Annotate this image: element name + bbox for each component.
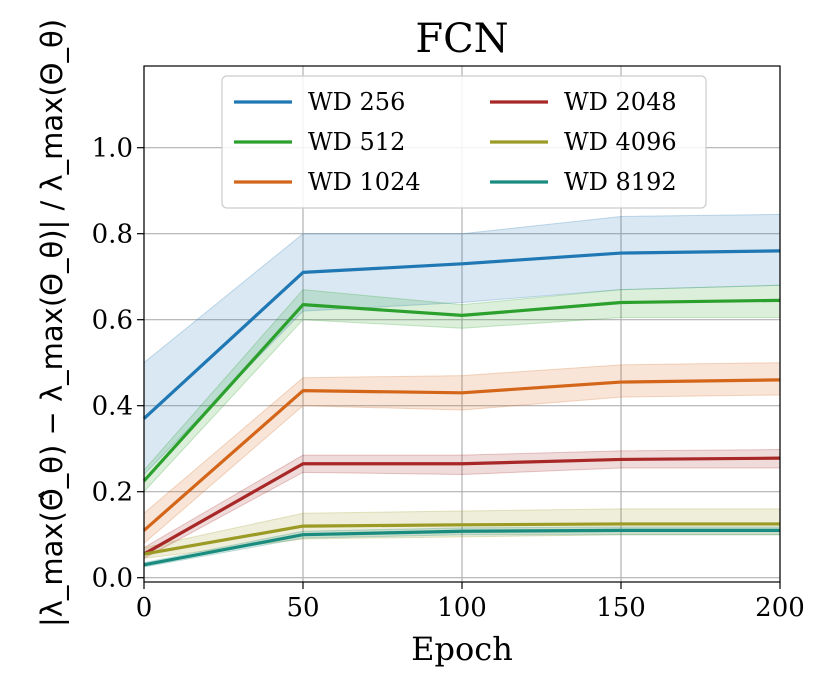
y-tick-label: 0.8 (92, 220, 133, 250)
y-axis-ticks: 0.0 0.2 0.4 0.6 0.8 1.0 (92, 134, 144, 594)
y-tick-label: 0.0 (92, 564, 133, 594)
y-tick-label: 1.0 (92, 134, 133, 164)
x-tick-label: 200 (755, 593, 805, 623)
legend: WD 256 WD 512 WD 1024 WD 2048 WD 4096 WD 8192 (221, 75, 707, 209)
chart-title: FCN (415, 16, 508, 62)
legend-label: WD 1024 (308, 168, 421, 196)
y-tick-label: 0.6 (92, 306, 133, 336)
y-tick-label: 0.2 (92, 478, 133, 508)
y-tick-label: 0.4 (92, 392, 133, 422)
x-axis-label: Epoch (411, 630, 513, 668)
x-tick-label: 0 (136, 593, 153, 623)
line-series-4 (143, 522, 780, 556)
x-tick-label: 50 (286, 593, 319, 623)
legend-label: WD 4096 (564, 128, 677, 156)
line-series-0 (142, 249, 781, 420)
legend-label: WD 2048 (564, 88, 677, 116)
x-tick-label: 150 (596, 593, 646, 623)
y-axis-label: |λ_max(Θ̂_θ) − λ_max(Θ_θ)| / λ_max(Θ_θ) (35, 19, 69, 627)
legend-label: WD 256 (308, 88, 405, 116)
legend-label: WD 512 (308, 128, 405, 156)
x-axis-ticks: 0 50 100 150 200 (136, 582, 805, 623)
line-series-5 (143, 528, 780, 567)
series-lines (142, 249, 781, 567)
line-series-3 (143, 456, 781, 556)
line-series-1 (142, 298, 781, 483)
legend-box (221, 75, 707, 209)
legend-label: WD 8192 (564, 168, 677, 196)
x-tick-label: 100 (437, 593, 487, 623)
line-series-2 (142, 378, 781, 532)
